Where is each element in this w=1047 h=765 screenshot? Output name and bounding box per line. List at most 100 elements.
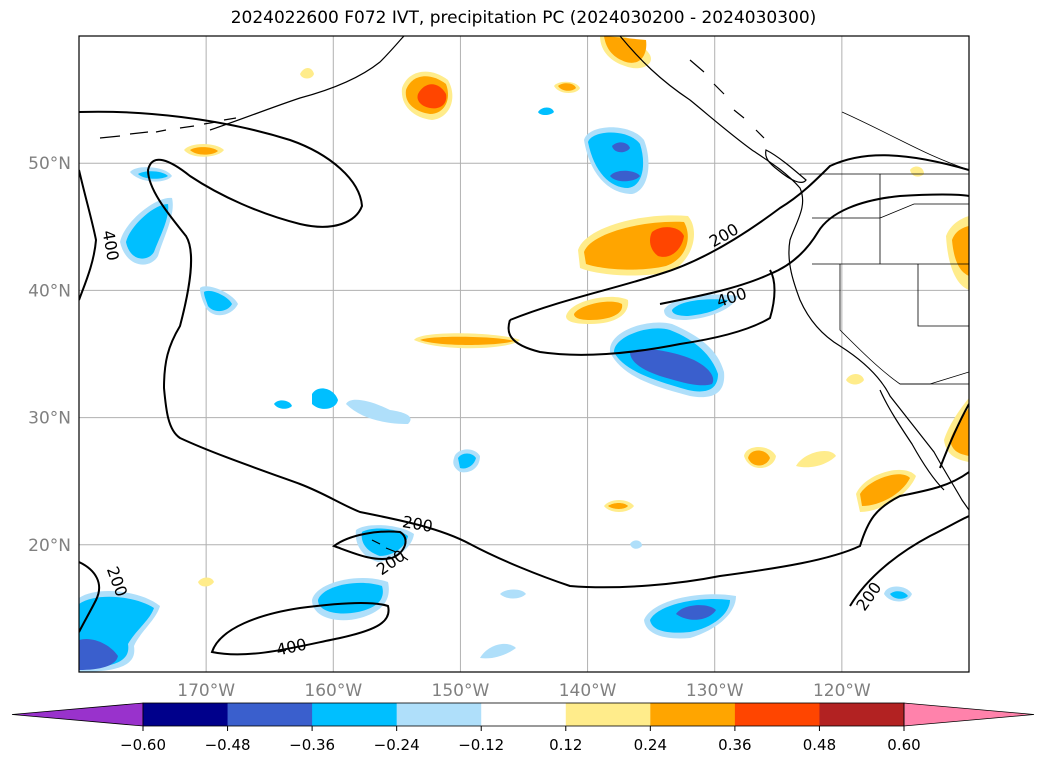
precip-negative-blob <box>346 399 411 424</box>
map-title: 2024022600 F072 IVT, precipitation PC (2… <box>230 8 817 28</box>
latitude-label: 20°N <box>28 536 71 556</box>
precip-negative-blob <box>630 349 714 386</box>
colorbar-swatch <box>565 703 651 726</box>
colorbar-tick-label: 0.12 <box>549 736 582 754</box>
longitude-labels: 170°W 160°W 150°W 140°W 130°W 120°W <box>177 681 871 701</box>
map-frame <box>78 35 970 673</box>
longitude-label: 140°W <box>559 681 617 701</box>
longitude-label: 120°W <box>813 681 871 701</box>
colorbar-swatch <box>734 703 820 726</box>
longitude-label: 160°W <box>304 681 362 701</box>
precip-positive-blob <box>846 374 864 385</box>
ivt-contour-200-sw <box>79 561 101 633</box>
precip-negative-blob <box>676 605 716 620</box>
ivt-contour-400-west <box>79 110 969 589</box>
precip-positive-blob <box>860 474 910 506</box>
coastline-islands-pnw <box>689 59 765 139</box>
coastline-alaska <box>209 36 405 131</box>
ivt-contour-labels: 400 200 200 200 400 400 200 200 <box>99 219 886 659</box>
ivt-contour-label: 400 <box>275 635 309 660</box>
longitude-label: 130°W <box>686 681 744 701</box>
latitude-label: 50°N <box>28 154 71 174</box>
longitude-label: 150°W <box>432 681 490 701</box>
precip-positive-blob <box>604 36 647 63</box>
colorbar-tick-label: −0.60 <box>120 736 166 754</box>
colorbar-swatch <box>819 703 905 726</box>
precip-negative-blob <box>890 591 908 599</box>
hawaii-islands <box>371 539 409 561</box>
precip-negative-blob <box>630 540 642 549</box>
colorbar-swatch <box>312 703 398 726</box>
ivt-contours <box>79 110 969 656</box>
colorbar-tick-label: −0.24 <box>374 736 420 754</box>
precip-negative-blob <box>274 400 292 409</box>
precip-positive-blob <box>420 336 514 345</box>
colorbar-swatch <box>143 703 229 726</box>
precip-negative-blob <box>480 643 516 659</box>
us-mexico-border <box>900 371 969 385</box>
colorbar-swatch <box>396 703 482 726</box>
precip-negative-blob <box>126 204 169 259</box>
precip-positive-blob <box>300 68 314 79</box>
precip-negative-blob <box>500 589 526 599</box>
precip-positive-blob <box>190 147 218 155</box>
ivt-contour-label: 400 <box>99 229 123 262</box>
precip-negative-blob <box>79 638 118 670</box>
precip-positive-blob <box>558 83 576 91</box>
precip-positive-blob <box>198 577 214 587</box>
ivt-contour-200-ne <box>939 403 969 469</box>
precip-negative-blob <box>312 388 338 409</box>
precip-negative-blob <box>318 582 383 614</box>
latitude-label: 40°N <box>28 281 71 301</box>
colorbar-swatch <box>650 703 736 726</box>
us-state-borders <box>812 174 969 385</box>
latitude-labels: 50°N 40°N 30°N 20°N <box>28 154 71 556</box>
precip-anomaly-fields <box>79 36 969 672</box>
colorbar-extend-low <box>11 702 144 727</box>
precip-positive-blob <box>608 503 628 509</box>
precip-positive-blob <box>796 451 836 468</box>
precip-positive-blob <box>748 450 770 466</box>
colorbar-tick-label: 0.48 <box>803 736 836 754</box>
precip-positive-blob <box>417 84 447 109</box>
colorbar-tick-label: −0.48 <box>205 736 251 754</box>
colorbar-swatch <box>227 703 313 726</box>
precip-negative-blob <box>538 107 554 115</box>
ivt-contour-label: 200 <box>852 578 885 614</box>
colorbar-border <box>142 702 905 727</box>
precip-positive-blob <box>910 166 924 177</box>
precip-positive-blob <box>574 301 623 320</box>
coastline-north-america <box>619 36 969 511</box>
colorbar-extend-high <box>903 702 1035 727</box>
colorbar-tick-label: 0.60 <box>887 736 920 754</box>
ivt-contour-200-se <box>849 515 969 607</box>
precip-negative-blob <box>458 453 476 469</box>
ivt-contour-label: 400 <box>714 284 749 312</box>
colorbar-tick-label: 0.36 <box>718 736 751 754</box>
political-borders <box>800 111 969 385</box>
precip-negative-blob <box>610 170 640 182</box>
ivt-contour-400-south <box>210 601 390 656</box>
coastlines <box>99 36 969 561</box>
colorbar: −0.60 −0.48 −0.36 −0.24 −0.12 0.12 0.24 0.36 0.4… <box>11 702 1035 754</box>
coastline-baja <box>879 389 945 491</box>
aleutian-islands <box>99 117 237 139</box>
ivt-contour-200-pnw <box>509 154 969 321</box>
ivt-contour-400-pnw <box>659 193 969 305</box>
ivt-contour-200-return <box>507 269 776 356</box>
colorbar-tick-label: 0.24 <box>634 736 667 754</box>
precip-negative-blob <box>672 299 728 316</box>
canada-coast-interior <box>841 111 969 171</box>
longitude-label: 170°W <box>177 681 235 701</box>
precip-negative-blob <box>612 142 630 153</box>
map-gridlines <box>79 36 969 672</box>
latitude-label: 30°N <box>28 409 71 429</box>
precip-negative-blob <box>361 528 408 556</box>
precip-positive-blob <box>952 226 969 276</box>
colorbar-tick-label: −0.12 <box>458 736 504 754</box>
precip-negative-blob <box>204 290 232 312</box>
precip-negative-blob <box>138 171 168 179</box>
ivt-contour-400-inner <box>79 169 98 301</box>
vancouver-island <box>765 149 807 183</box>
